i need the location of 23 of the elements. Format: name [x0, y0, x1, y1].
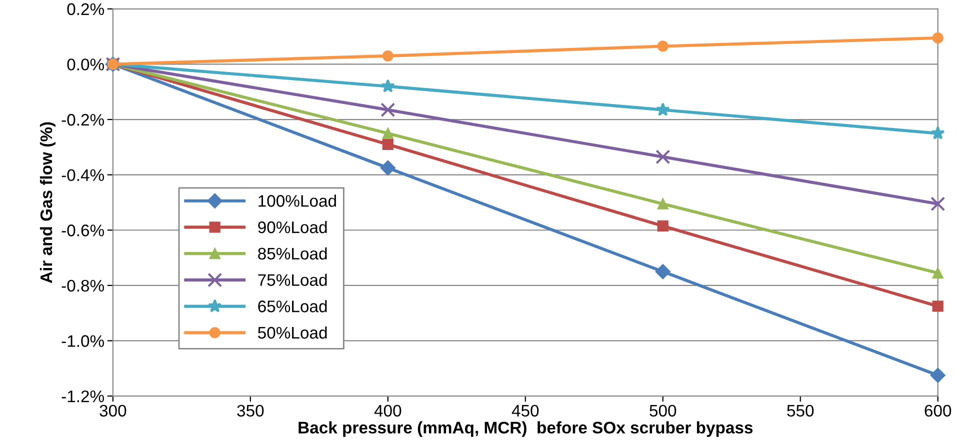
y-tick-label: -0.4%: [62, 169, 104, 182]
legend-label: 90%Load: [258, 220, 327, 234]
x-tick-label: 500: [650, 404, 676, 417]
y-tick-label: -0.6%: [62, 224, 104, 236]
legend-label: 100%Load: [258, 194, 336, 207]
y-tick-label: -1.2%: [62, 390, 104, 402]
legend-label: 50%Load: [258, 326, 327, 339]
y-axis-title: Air and Gas flow (%): [40, 122, 56, 284]
x-tick-label: 350: [237, 404, 264, 417]
x-tick-label: 300: [100, 404, 126, 417]
y-tick-label: 0.2%: [67, 3, 104, 16]
x-tick-label: 600: [924, 404, 952, 417]
legend-label: 65%Load: [258, 300, 327, 312]
y-tick-label: -0.8%: [62, 280, 104, 292]
x-tick-label: 400: [374, 404, 402, 417]
legend-label: 85%Load: [258, 247, 327, 260]
y-tick-label: 0.0%: [67, 58, 104, 70]
y-tick-label: -0.2%: [62, 114, 104, 126]
x-axis-title: Back pressure (mmAq, MCR) before SOx scruber bypass: [298, 421, 753, 437]
legend-label: 75%Load: [258, 274, 327, 286]
x-tick-label: 550: [787, 404, 814, 417]
y-tick-label: -1.0%: [62, 335, 104, 347]
x-tick-label: 450: [512, 404, 539, 417]
